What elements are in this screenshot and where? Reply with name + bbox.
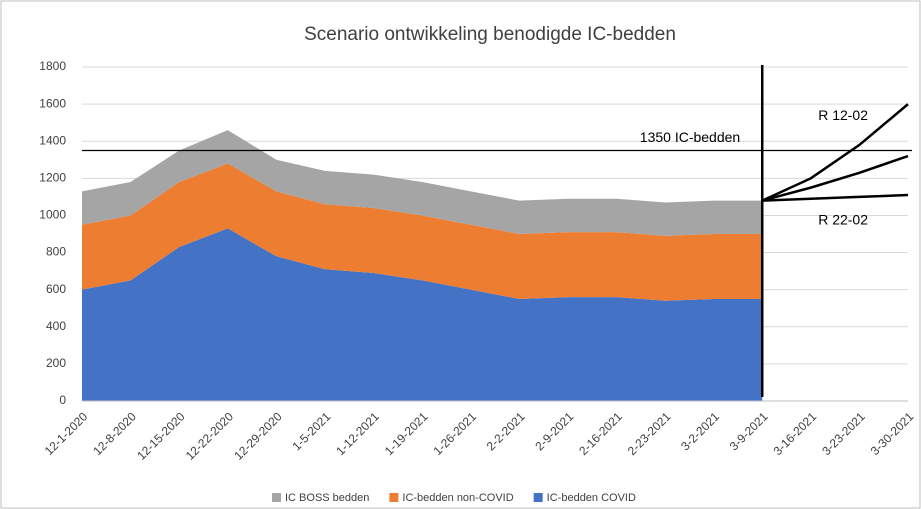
legend-swatch <box>389 493 399 502</box>
y-tick-label: 1200 <box>39 171 66 185</box>
area <box>82 228 763 401</box>
y-tick-label: 200 <box>46 356 66 370</box>
projection-label: R 12-02 <box>818 107 868 123</box>
chart-title: Scenario ontwikkeling benodigde IC-bedde… <box>304 24 676 45</box>
y-tick-label: 1600 <box>39 96 66 110</box>
legend-label: IC BOSS bedden <box>285 492 369 504</box>
area <box>82 130 763 236</box>
legend-label: IC-bedden COVID <box>547 492 636 504</box>
legend-label: IC-bedden non-COVID <box>402 492 513 504</box>
y-tick-label: 400 <box>46 319 66 333</box>
y-tick-label: 1800 <box>39 59 66 73</box>
projection-line <box>761 103 909 202</box>
projection-line <box>762 193 909 202</box>
y-tick-label: 1400 <box>39 133 66 147</box>
y-tick-label: 600 <box>46 282 66 296</box>
legend-swatch <box>533 493 543 502</box>
area <box>82 163 763 301</box>
reference-label: 1350 IC-bedden <box>640 129 740 145</box>
y-tick-label: 1000 <box>39 208 66 222</box>
projection-line <box>761 154 909 202</box>
legend-swatch <box>272 493 281 502</box>
y-tick-label: 0 <box>59 393 66 407</box>
y-tick-label: 800 <box>46 245 66 259</box>
projection-label: R 22-02 <box>818 212 868 228</box>
